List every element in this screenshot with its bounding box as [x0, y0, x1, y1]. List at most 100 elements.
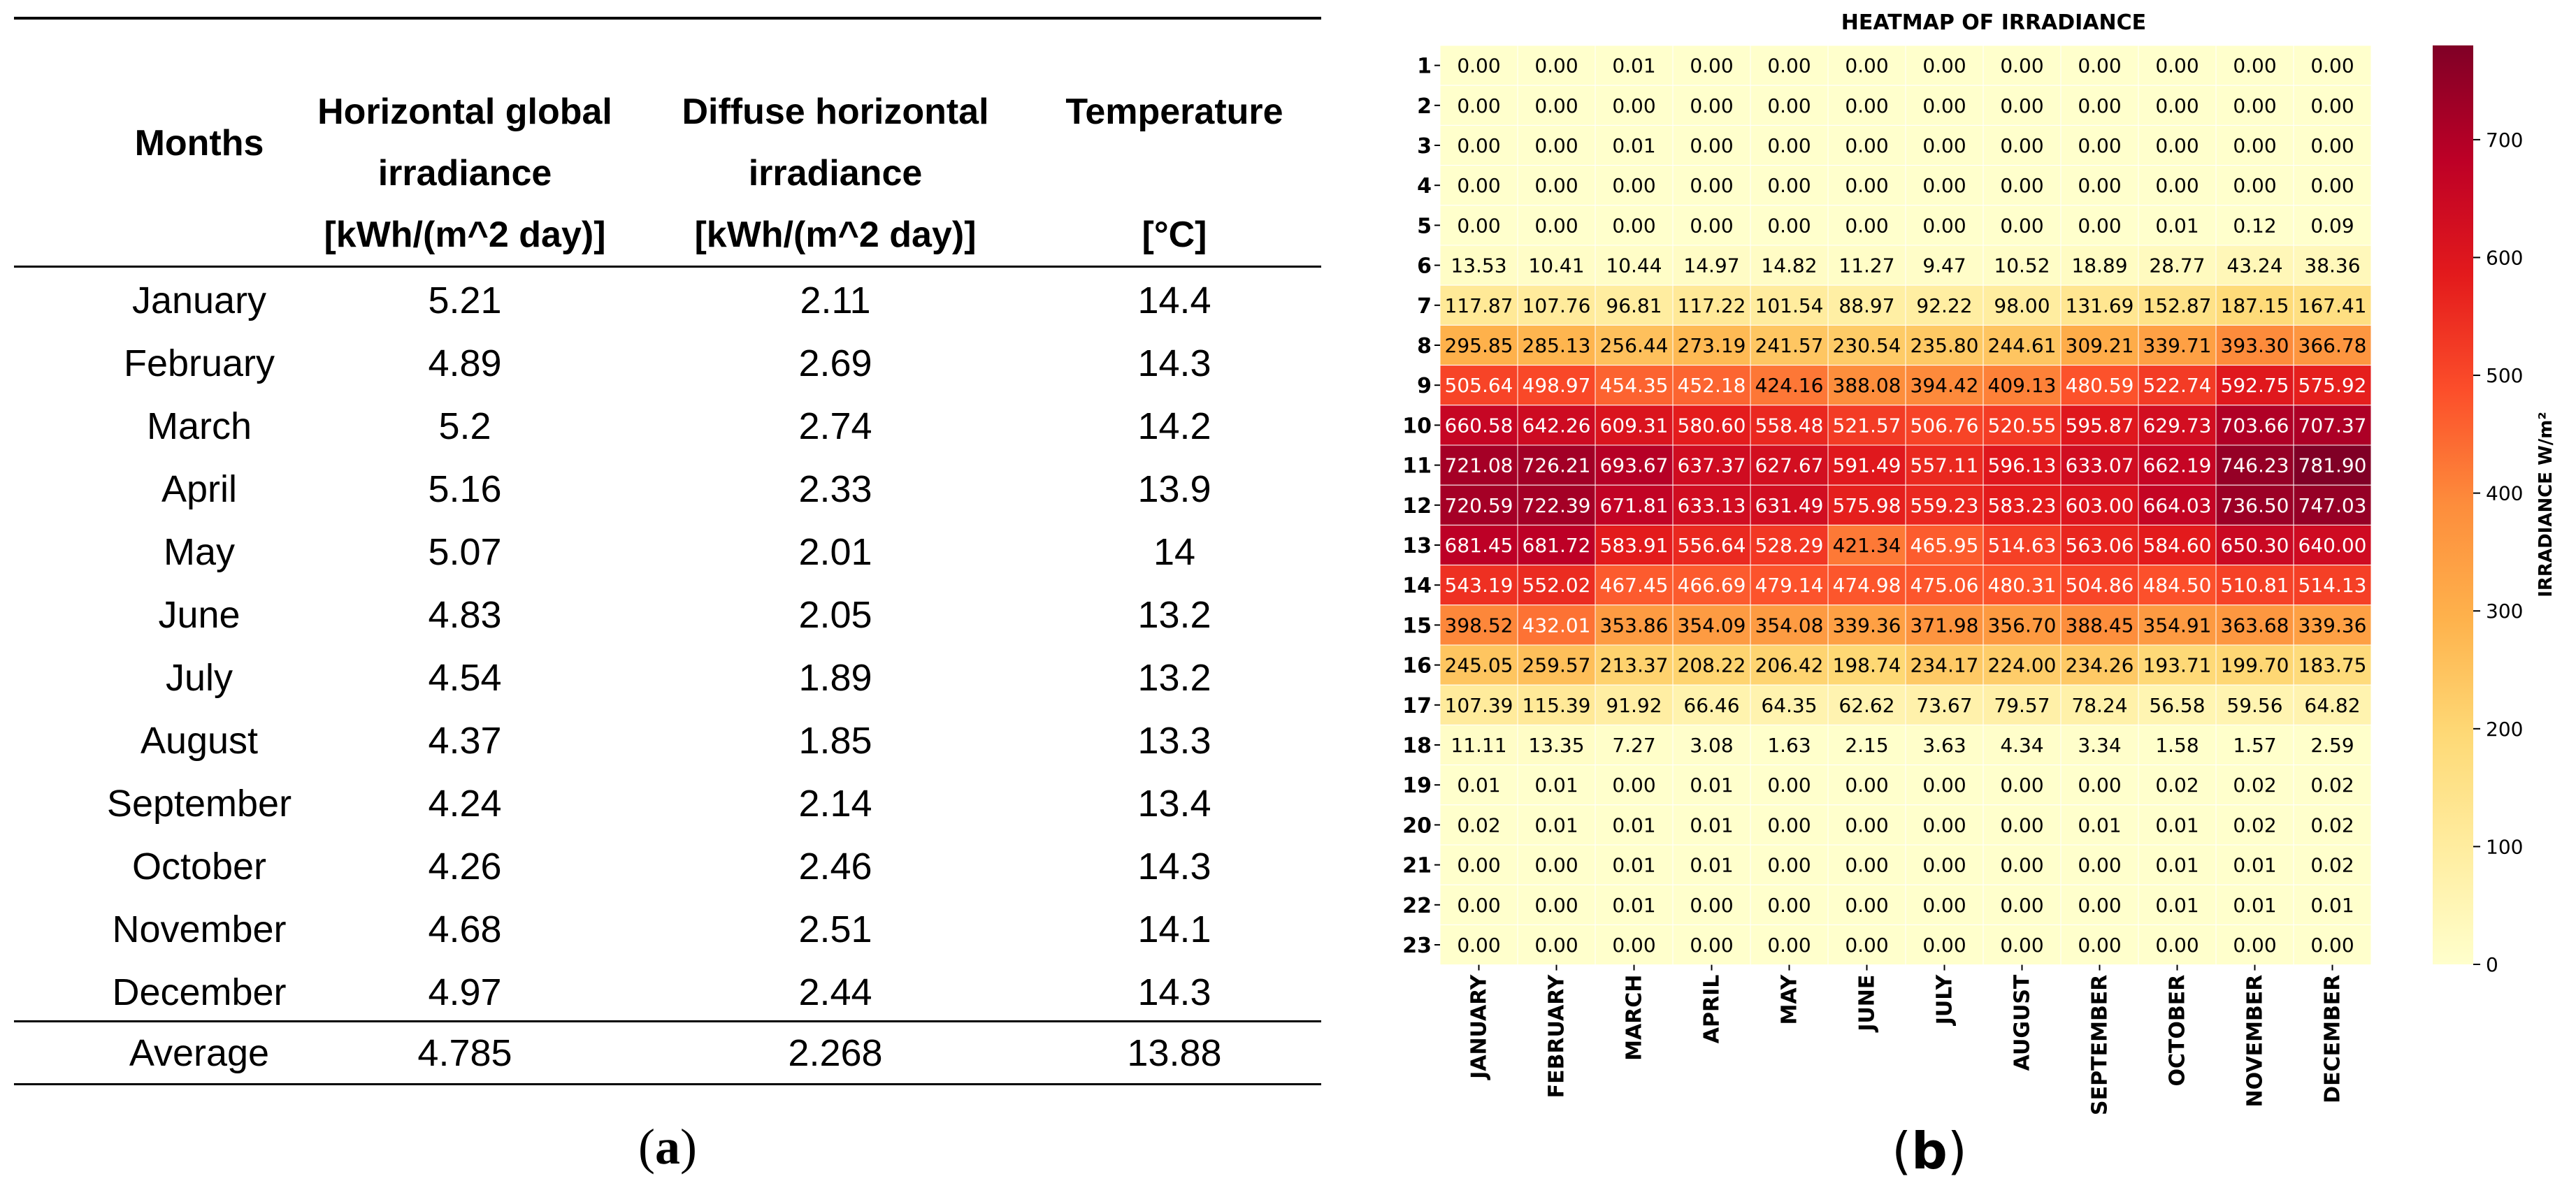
heatmap-cell	[1517, 284, 1596, 326]
heatmap-cell-label: 0.00	[1534, 854, 1578, 877]
heatmap-cell-label: 0.00	[2310, 174, 2354, 197]
heatmap-cell-label: 0.00	[2000, 854, 2043, 877]
heatmap-cell-label: 0.02	[2310, 774, 2354, 797]
heatmap-cell	[2138, 765, 2217, 806]
heatmap-cell-label: 563.06	[2066, 534, 2134, 557]
colorbar-tick-label: 600	[2486, 246, 2523, 269]
heatmap-cell-label: 0.00	[1534, 134, 1578, 157]
heatmap-cell-label: 583.23	[1988, 494, 2057, 517]
heatmap-cell	[1750, 484, 1829, 526]
heatmap-cell	[1517, 604, 1596, 646]
heatmap-cell-label: 484.50	[2143, 574, 2212, 597]
heatmap-cell-label: 474.98	[1833, 574, 1901, 597]
heatmap-cell	[2215, 565, 2294, 606]
heatmap-cell	[1439, 884, 1518, 925]
heatmap-cell-label: 56.58	[2149, 694, 2205, 717]
heatmap-cell-label: 0.00	[1845, 934, 1888, 957]
table-row-month: March	[146, 405, 252, 447]
heatmap-cell	[1595, 484, 1674, 526]
heatmap-cell	[2215, 524, 2294, 566]
heatmap-cell	[2060, 644, 2139, 686]
x-tick-label: JANUARY	[1467, 973, 1492, 1080]
heatmap-cell-label: 0.01	[1690, 813, 1733, 836]
heatmap-cell-label: 198.74	[1833, 654, 1901, 677]
heatmap-cell-label: 0.00	[2078, 214, 2121, 237]
x-tick-label: AUGUST	[2010, 974, 2035, 1071]
table-row-month: April	[161, 468, 238, 510]
heatmap-cell	[2293, 165, 2372, 206]
heatmap-cell	[1827, 724, 1906, 766]
table-row-month: July	[165, 657, 233, 699]
heatmap-cell-label: 552.02	[1523, 574, 1591, 597]
heatmap-cell-label: 0.00	[1457, 214, 1500, 237]
heatmap-cell-label: 0.00	[2078, 894, 2121, 917]
heatmap-cell	[1983, 284, 2061, 326]
heatmap-cell-label: 107.76	[1523, 294, 1591, 317]
heatmap-cell-label: 0.12	[2233, 214, 2276, 237]
heatmap-cell-label: 235.80	[1911, 334, 1979, 357]
heatmap-cell	[2060, 45, 2139, 86]
y-tick-label: 19	[1402, 774, 1432, 798]
y-tick-label: 10	[1402, 414, 1432, 438]
heatmap-cell	[1750, 644, 1829, 686]
heatmap-cell	[1983, 124, 2061, 166]
heatmap-cell-label: 0.00	[1690, 55, 1733, 78]
heatmap-cell	[1672, 604, 1751, 646]
heatmap-cell	[1672, 724, 1751, 766]
heatmap-cell-label: 0.00	[1922, 813, 1966, 836]
heatmap-cell	[2138, 724, 2217, 766]
heatmap-cell-label: 193.71	[2143, 654, 2212, 677]
heatmap-cell	[2138, 604, 2217, 646]
x-tick-label: APRIL	[1700, 975, 1725, 1044]
heatmap-cell-label: 1.57	[2233, 734, 2276, 757]
heatmap-cell	[1905, 444, 1984, 486]
heatmap-cell-label: 43.24	[2226, 254, 2282, 277]
heatmap-cell-label: 660.58	[1445, 414, 1513, 437]
heatmap-cell	[1983, 405, 2061, 446]
heatmap-cell-label: 107.39	[1445, 694, 1513, 717]
heatmap-cell	[2215, 724, 2294, 766]
heatmap-cell-label: 0.00	[2078, 934, 2121, 957]
heatmap-cell	[2293, 124, 2372, 166]
heatmap-cell-label: 736.50	[2221, 494, 2289, 517]
heatmap-cell	[1595, 245, 1674, 286]
heatmap-cell-label: 3.34	[2078, 734, 2121, 757]
heatmap-cell-label: 14.97	[1683, 254, 1739, 277]
heatmap-cell-label: 0.09	[2310, 214, 2354, 237]
heatmap-cell-label: 206.42	[1755, 654, 1824, 677]
heatmap-cell	[2138, 205, 2217, 246]
heatmap-cell	[1595, 604, 1674, 646]
heatmap-cell-label: 0.00	[2078, 134, 2121, 157]
table-cell: 14.3	[1137, 342, 1211, 384]
heatmap-cell	[1439, 324, 1518, 366]
heatmap-cell-label: 339.36	[1833, 614, 1901, 637]
heatmap-cell-label: 0.00	[1922, 134, 1966, 157]
heatmap-cell	[2215, 245, 2294, 286]
x-tick-label: JUNE	[1855, 975, 1880, 1033]
table-average-rule	[14, 1020, 1321, 1022]
x-tick-label: NOVEMBER	[2243, 975, 2268, 1108]
heatmap-cell-label: 664.03	[2143, 494, 2212, 517]
heatmap-cell-label: 0.02	[2310, 813, 2354, 836]
heatmap-cell-label: 0.00	[1534, 214, 1578, 237]
heatmap-cell	[2060, 205, 2139, 246]
colorbar-ticks: 0 100 200 300 400 500 600 700	[2473, 129, 2523, 976]
colorbar-tick-label: 400	[2486, 482, 2523, 505]
heatmap-cell	[1750, 844, 1829, 885]
heatmap-cell-label: 504.86	[2066, 574, 2134, 597]
table-header-col2-line2: [kWh/(m^2 day)]	[694, 215, 977, 255]
heatmap-cell-label: 0.00	[2155, 174, 2199, 197]
table-cell: 5.21	[428, 280, 502, 321]
table-header-col3-line0: Temperature	[1065, 92, 1283, 132]
heatmap-cell-label: 101.54	[1755, 294, 1824, 317]
heatmap-cell	[1672, 365, 1751, 406]
heatmap-cell	[2060, 524, 2139, 566]
heatmap-cell	[2060, 924, 2139, 966]
heatmap-cell-label: 187.15	[2221, 294, 2289, 317]
heatmap-cell	[2060, 245, 2139, 286]
heatmap-cell-label: 64.35	[1761, 694, 1817, 717]
heatmap-cell-label: 66.46	[1683, 694, 1739, 717]
heatmap-cell	[1905, 844, 1984, 885]
heatmap-cell-label: 0.00	[2000, 174, 2043, 197]
y-tick-label: 17	[1402, 694, 1432, 718]
